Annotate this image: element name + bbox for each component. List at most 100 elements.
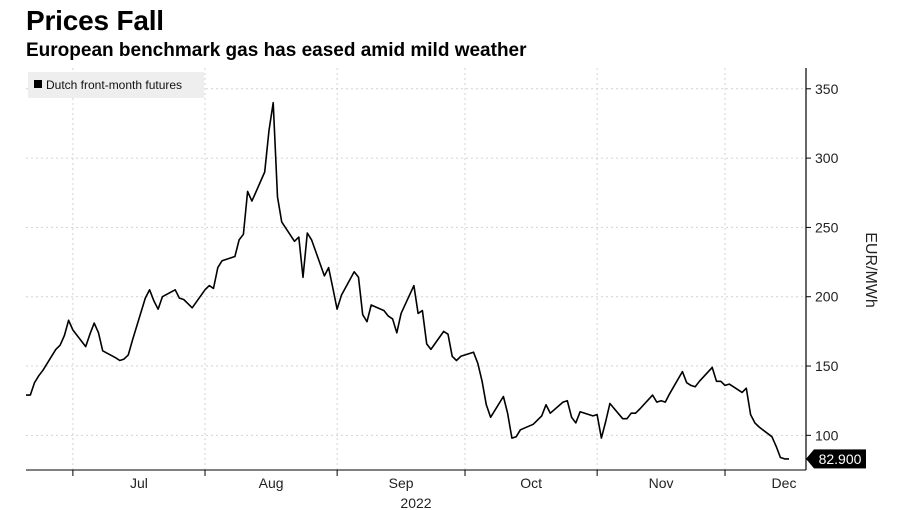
data-point [413,285,414,286]
data-point [695,386,696,387]
data-point [631,413,632,414]
data-point [268,130,269,131]
data-point [383,310,384,311]
last-value-text: 82.900 [819,451,862,467]
data-point [490,417,491,418]
data-point [273,102,274,103]
data-point [724,385,725,386]
data-point [669,393,670,394]
legend-box [28,72,204,98]
data-point [158,309,159,310]
data-point [38,375,39,376]
data-point [60,345,61,346]
data-point [580,411,581,412]
data-point [545,404,546,405]
data-point [324,275,325,276]
data-point [192,307,193,308]
data-point [162,296,163,297]
data-point [217,267,218,268]
data-point [422,310,423,311]
data-point [656,402,657,403]
chart-title: Prices Fall [26,5,164,36]
data-point [94,323,95,324]
data-point [507,413,508,414]
data-point [294,241,295,242]
data-point [179,298,180,299]
data-point [418,313,419,314]
data-point [68,320,69,321]
data-point [213,288,214,289]
data-point [720,381,721,382]
data-point [119,360,120,361]
data-point [145,298,146,299]
y-tick-label: 200 [815,289,839,305]
data-point [784,458,785,459]
series-line-dutch-futures [26,101,789,460]
data-point [771,436,772,437]
data-point [243,234,244,235]
data-point [281,221,282,222]
data-point [85,346,86,347]
data-point [699,381,700,382]
data-point [430,349,431,350]
data-point [592,415,593,416]
y-axis-label: EUR/MWh [862,232,879,308]
data-point [682,371,683,372]
data-point [123,359,124,360]
data-point [55,349,56,350]
data-point [128,354,129,355]
data-point [597,414,598,415]
data-point [754,422,755,423]
data-point [239,239,240,240]
x-tick-label: Nov [649,475,674,491]
x-tick-label: Aug [259,475,284,491]
data-point [562,402,563,403]
data-point [516,436,517,437]
data-point [358,277,359,278]
data-point [661,400,662,401]
data-point [354,271,355,272]
data-point [716,381,717,382]
data-point [98,332,99,333]
series-points [25,102,789,459]
legend-swatch [34,80,42,88]
data-point [746,388,747,389]
data-point [25,395,26,396]
y-tick-label: 300 [815,150,839,166]
x-axis-ticks: Jul Aug Sep Oct Nov Dec [26,469,806,491]
data-point [456,360,457,361]
data-point [396,332,397,333]
data-point [639,408,640,409]
data-point [533,424,534,425]
data-point [30,395,31,396]
data-point [541,415,542,416]
x-tick-label: Sep [389,475,414,491]
data-point [264,171,265,172]
data-point [311,239,312,240]
data-point [277,196,278,197]
data-point [742,392,743,393]
data-point [486,404,487,405]
data-point [251,201,252,202]
data-point [652,395,653,396]
data-point [247,191,248,192]
data-point [362,314,363,315]
data-point [337,309,338,310]
data-point [102,350,103,351]
data-point [307,232,308,233]
data-point [426,343,427,344]
data-point [388,316,389,317]
data-point [187,303,188,304]
data-point [605,421,606,422]
data-point [371,304,372,305]
data-point [567,400,568,401]
grid-lines [26,68,806,470]
x-tick-label: Oct [520,475,542,491]
data-point [447,334,448,335]
data-point [452,356,453,357]
x-tick-label: Dec [772,475,797,491]
data-point [183,299,184,300]
data-point [609,403,610,404]
data-point [511,438,512,439]
data-point [460,356,461,357]
